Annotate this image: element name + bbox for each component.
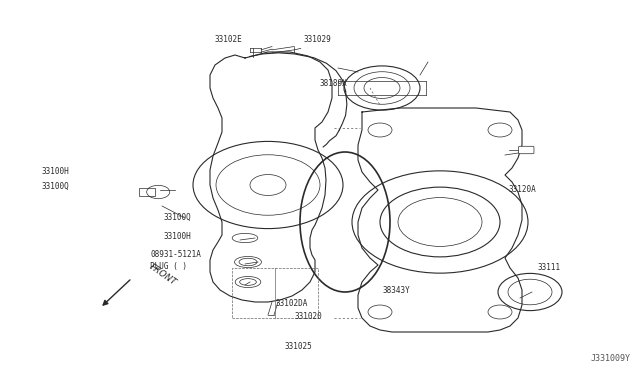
Text: 33100Q: 33100Q xyxy=(163,213,191,222)
Text: 33120A: 33120A xyxy=(509,185,536,194)
Text: 33100H: 33100H xyxy=(163,232,191,241)
Bar xyxy=(232,268,318,318)
Text: FRONT: FRONT xyxy=(148,263,179,288)
Text: 331029: 331029 xyxy=(304,35,332,44)
Text: 33102E: 33102E xyxy=(214,35,242,44)
Text: 38343Y: 38343Y xyxy=(383,286,410,295)
Text: 33111: 33111 xyxy=(538,263,561,272)
Text: 38189X: 38189X xyxy=(320,79,348,88)
Text: 331020: 331020 xyxy=(294,312,322,321)
Text: 33100Q: 33100Q xyxy=(42,182,69,190)
Text: PLUG ( ): PLUG ( ) xyxy=(150,262,188,271)
Polygon shape xyxy=(210,52,332,302)
Text: 08931-5121A: 08931-5121A xyxy=(150,250,201,259)
Text: 33100H: 33100H xyxy=(42,167,69,176)
Bar xyxy=(139,187,155,196)
Polygon shape xyxy=(358,108,522,332)
FancyBboxPatch shape xyxy=(518,146,534,154)
Text: J331009Y: J331009Y xyxy=(590,354,630,363)
Text: 33102DA: 33102DA xyxy=(275,299,308,308)
Text: 331025: 331025 xyxy=(285,342,312,351)
